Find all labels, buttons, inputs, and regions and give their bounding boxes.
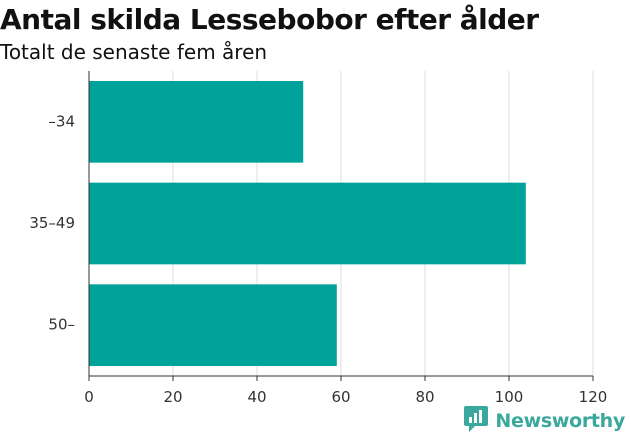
bar-2 (89, 284, 337, 366)
x-tick-label-80: 80 (415, 388, 434, 406)
x-tick-label-0: 0 (84, 388, 94, 406)
chart-title: Antal skilda Lessebobor efter ålder (0, 3, 539, 36)
category-label-1: 35–49 (29, 214, 75, 232)
bar-1 (89, 182, 526, 265)
newsworthy-logo-icon (463, 405, 489, 437)
brand-name: Newsworthy (495, 410, 625, 432)
bar-0 (89, 81, 304, 163)
x-tick-label-120: 120 (579, 388, 608, 406)
category-label-2: 50– (48, 316, 75, 334)
x-tick-label-20: 20 (163, 388, 182, 406)
x-tick-label-100: 100 (495, 388, 524, 406)
chart-subtitle: Totalt de senaste fem åren (0, 40, 268, 64)
x-tick-label-40: 40 (247, 388, 266, 406)
x-tick-label-60: 60 (331, 388, 350, 406)
brand: Newsworthy (463, 405, 625, 437)
category-label-0: –34 (48, 112, 75, 130)
